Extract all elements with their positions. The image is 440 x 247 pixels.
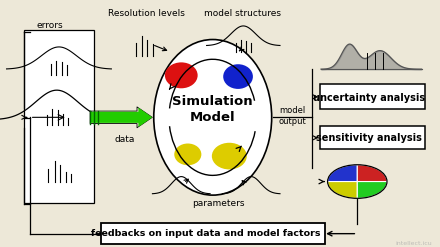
Ellipse shape — [174, 144, 202, 165]
Text: Simulation
Model: Simulation Model — [172, 95, 253, 124]
Text: Resolution levels: Resolution levels — [108, 9, 185, 18]
Wedge shape — [357, 182, 387, 198]
Wedge shape — [328, 165, 357, 182]
Text: feedbacks on input data and model factors: feedbacks on input data and model factor… — [91, 229, 320, 238]
Wedge shape — [357, 165, 387, 182]
Wedge shape — [328, 182, 357, 198]
FancyBboxPatch shape — [101, 223, 325, 244]
Text: data: data — [114, 135, 135, 144]
Text: parameters: parameters — [192, 199, 245, 208]
Text: sensitivity analysis: sensitivity analysis — [316, 133, 422, 143]
Text: uncertainty analysis: uncertainty analysis — [313, 93, 425, 103]
Ellipse shape — [223, 64, 253, 89]
FancyBboxPatch shape — [320, 126, 425, 149]
FancyArrowPatch shape — [90, 108, 152, 127]
Ellipse shape — [165, 62, 198, 88]
Ellipse shape — [212, 143, 247, 169]
FancyBboxPatch shape — [320, 84, 425, 109]
Text: intellect.icu: intellect.icu — [396, 241, 433, 246]
Ellipse shape — [154, 40, 271, 195]
FancyBboxPatch shape — [24, 30, 94, 203]
Text: model structures: model structures — [204, 9, 281, 18]
Text: model
output: model output — [279, 106, 307, 126]
Text: errors: errors — [37, 21, 63, 30]
